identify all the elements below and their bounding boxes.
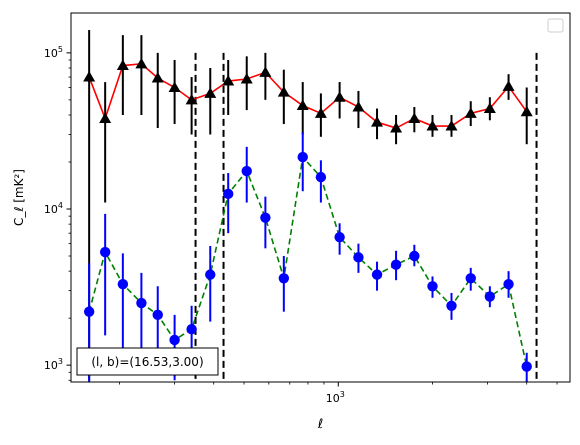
series-1 bbox=[83, 132, 532, 382]
series-0-point-11 bbox=[277, 86, 290, 97]
series-1-point-24 bbox=[521, 361, 532, 372]
series-0 bbox=[83, 30, 533, 381]
series-1-point-13 bbox=[315, 171, 327, 183]
series-1-point-20 bbox=[446, 300, 457, 311]
x-tick-label-0: 103 bbox=[326, 390, 345, 405]
series-0-point-9 bbox=[240, 73, 253, 84]
y-tick-label-exp-2: 5 bbox=[58, 45, 63, 54]
series-0-point-15 bbox=[352, 101, 365, 112]
series-1-point-0 bbox=[83, 306, 95, 317]
legend-box bbox=[547, 18, 564, 33]
series-1-point-6 bbox=[186, 323, 197, 335]
series-0-point-2 bbox=[116, 59, 129, 70]
series-1-point-16 bbox=[371, 269, 383, 280]
series-0-point-22 bbox=[483, 102, 496, 114]
series-0-point-23 bbox=[502, 80, 515, 91]
series-0-point-10 bbox=[259, 66, 272, 77]
series-1-point-5 bbox=[169, 334, 180, 346]
series-1-point-8 bbox=[223, 188, 234, 200]
y-tick-label-base-2: 10 bbox=[44, 47, 58, 60]
series-0-point-24 bbox=[520, 105, 533, 117]
series-0-point-16 bbox=[371, 116, 384, 127]
y-tick-label-base-0: 10 bbox=[44, 359, 58, 372]
series-0-point-8 bbox=[222, 75, 235, 86]
series-1-point-19 bbox=[427, 281, 438, 292]
series-1-point-1 bbox=[99, 246, 111, 258]
y-tick-label-1: 104 bbox=[44, 201, 63, 216]
series-0-point-13 bbox=[314, 107, 327, 118]
series-1-point-10 bbox=[260, 212, 271, 223]
annotation-layer: (l, b)=(16.53,3.00) bbox=[76, 18, 564, 376]
x-tick-label-base-0: 10 bbox=[326, 392, 340, 405]
series-0-point-18 bbox=[408, 112, 421, 123]
series-0-point-0 bbox=[83, 71, 96, 82]
y-tick-label-2: 105 bbox=[44, 45, 63, 60]
series-1-point-12 bbox=[297, 151, 308, 163]
series-1-point-7 bbox=[205, 269, 216, 280]
series-1-point-3 bbox=[136, 297, 147, 309]
series-1-point-14 bbox=[334, 231, 345, 243]
y-tick-label-base-1: 10 bbox=[44, 203, 58, 216]
y-tick-label-exp-0: 3 bbox=[58, 357, 63, 366]
x-axis-label: ℓ bbox=[317, 417, 323, 432]
annotation-box bbox=[76, 347, 219, 376]
series-0-point-7 bbox=[204, 87, 217, 98]
axes-frame bbox=[70, 12, 571, 383]
series-1-point-21 bbox=[465, 273, 476, 284]
x-tick-label-exp-0: 3 bbox=[340, 390, 345, 399]
series-1-point-18 bbox=[409, 250, 420, 262]
series-0-point-19 bbox=[426, 120, 439, 131]
series-1-point-17 bbox=[390, 259, 402, 270]
series-0-point-17 bbox=[390, 122, 403, 133]
series-0-point-14 bbox=[333, 91, 346, 102]
y-tick-label-exp-1: 4 bbox=[58, 201, 63, 210]
series-1-point-11 bbox=[278, 273, 290, 284]
plot-layer bbox=[83, 30, 538, 382]
series-0-point-4 bbox=[151, 72, 164, 83]
series-0-point-20 bbox=[445, 120, 458, 131]
y-tick-label-0: 103 bbox=[44, 357, 63, 372]
y-axis-label: C_ℓ [mK²] bbox=[12, 169, 26, 226]
series-1-point-15 bbox=[353, 252, 364, 263]
series-1-point-2 bbox=[117, 278, 129, 290]
series-1-point-23 bbox=[503, 278, 514, 290]
annotation-text: (l, b)=(16.53,3.00) bbox=[91, 355, 203, 369]
series-0-point-21 bbox=[464, 107, 477, 118]
series-0-point-5 bbox=[168, 81, 181, 93]
series-0-point-1 bbox=[99, 112, 112, 123]
series-0-point-6 bbox=[185, 93, 198, 105]
series-1-point-9 bbox=[241, 165, 252, 177]
series-0-point-3 bbox=[135, 57, 148, 69]
series-0-point-12 bbox=[296, 99, 309, 111]
series-1-point-22 bbox=[484, 291, 496, 302]
series-1-point-4 bbox=[152, 309, 163, 321]
